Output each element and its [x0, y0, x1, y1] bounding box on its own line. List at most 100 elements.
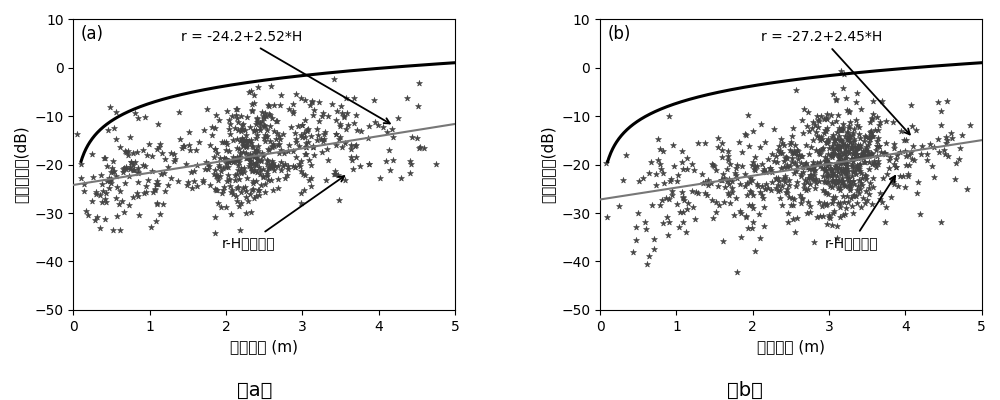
Point: [745, 205, 761, 212]
Point: [903, 102, 919, 108]
Point: [227, 172, 243, 178]
Point: [846, 192, 862, 198]
Point: [219, 158, 235, 164]
Point: [747, 154, 763, 160]
Point: [820, 171, 836, 177]
Point: [839, 107, 855, 113]
Point: [756, 222, 772, 229]
Point: [147, 186, 163, 192]
Point: [318, 176, 334, 183]
Point: [806, 239, 822, 245]
Point: [787, 142, 803, 149]
Point: [242, 160, 258, 167]
Point: [809, 113, 825, 120]
Point: [840, 136, 856, 142]
Point: [250, 148, 266, 155]
Point: [862, 136, 878, 143]
Point: [848, 98, 864, 105]
Point: [844, 163, 860, 170]
Point: [878, 203, 894, 210]
Point: [259, 156, 275, 163]
Point: [291, 142, 307, 149]
Point: [939, 137, 955, 143]
Point: [819, 163, 835, 169]
Point: [938, 140, 954, 146]
Point: [835, 193, 851, 199]
Point: [789, 147, 805, 154]
Point: [842, 134, 858, 140]
Point: [316, 136, 332, 142]
Point: [861, 185, 877, 191]
Point: [892, 149, 908, 155]
Point: [703, 179, 719, 186]
Point: [220, 172, 236, 178]
Point: [863, 128, 879, 134]
Point: [831, 143, 847, 150]
Point: [831, 154, 847, 161]
Point: [306, 152, 322, 158]
Point: [246, 149, 262, 155]
Point: [834, 143, 850, 149]
Point: [848, 171, 864, 178]
Point: [842, 185, 858, 191]
Point: [836, 71, 852, 77]
Point: [768, 176, 784, 182]
Point: [261, 103, 277, 109]
Point: [275, 131, 291, 137]
Point: [726, 212, 742, 219]
Point: [775, 176, 791, 182]
Point: [155, 201, 171, 208]
Point: [823, 172, 839, 179]
Point: [218, 139, 234, 146]
Point: [821, 160, 837, 166]
Point: [831, 165, 847, 171]
Point: [862, 152, 878, 158]
Point: [229, 115, 245, 121]
Point: [751, 211, 767, 217]
Point: [837, 170, 853, 176]
Point: [200, 166, 216, 172]
Point: [872, 189, 888, 196]
Point: [328, 131, 344, 138]
Point: [774, 140, 790, 146]
Point: [905, 143, 921, 149]
Point: [121, 202, 137, 208]
Point: [868, 147, 884, 153]
Point: [813, 134, 829, 140]
Point: [860, 148, 876, 154]
Point: [848, 155, 864, 162]
Point: [207, 146, 223, 152]
Point: [829, 143, 845, 149]
Point: [679, 155, 695, 162]
Point: [892, 172, 908, 179]
Point: [839, 143, 855, 149]
Point: [824, 184, 840, 190]
Point: [217, 156, 233, 162]
Point: [838, 205, 854, 211]
Point: [817, 166, 833, 173]
Point: [143, 223, 159, 230]
Point: [221, 158, 237, 165]
Point: [780, 210, 796, 216]
Point: [229, 106, 245, 112]
Point: [747, 248, 763, 254]
Point: [848, 148, 864, 154]
Point: [653, 166, 669, 172]
Point: [792, 192, 808, 199]
Point: [115, 166, 131, 172]
Point: [799, 209, 815, 216]
Point: [304, 97, 320, 104]
Point: [216, 183, 232, 190]
Point: [102, 104, 118, 110]
Point: [241, 163, 257, 170]
Point: [643, 159, 659, 165]
Point: [817, 168, 833, 174]
Point: [715, 171, 731, 177]
Point: [912, 211, 928, 217]
Point: [737, 171, 753, 177]
Point: [940, 153, 956, 160]
Point: [758, 169, 774, 175]
Point: [851, 166, 867, 172]
Point: [819, 138, 835, 145]
Point: [852, 143, 868, 150]
